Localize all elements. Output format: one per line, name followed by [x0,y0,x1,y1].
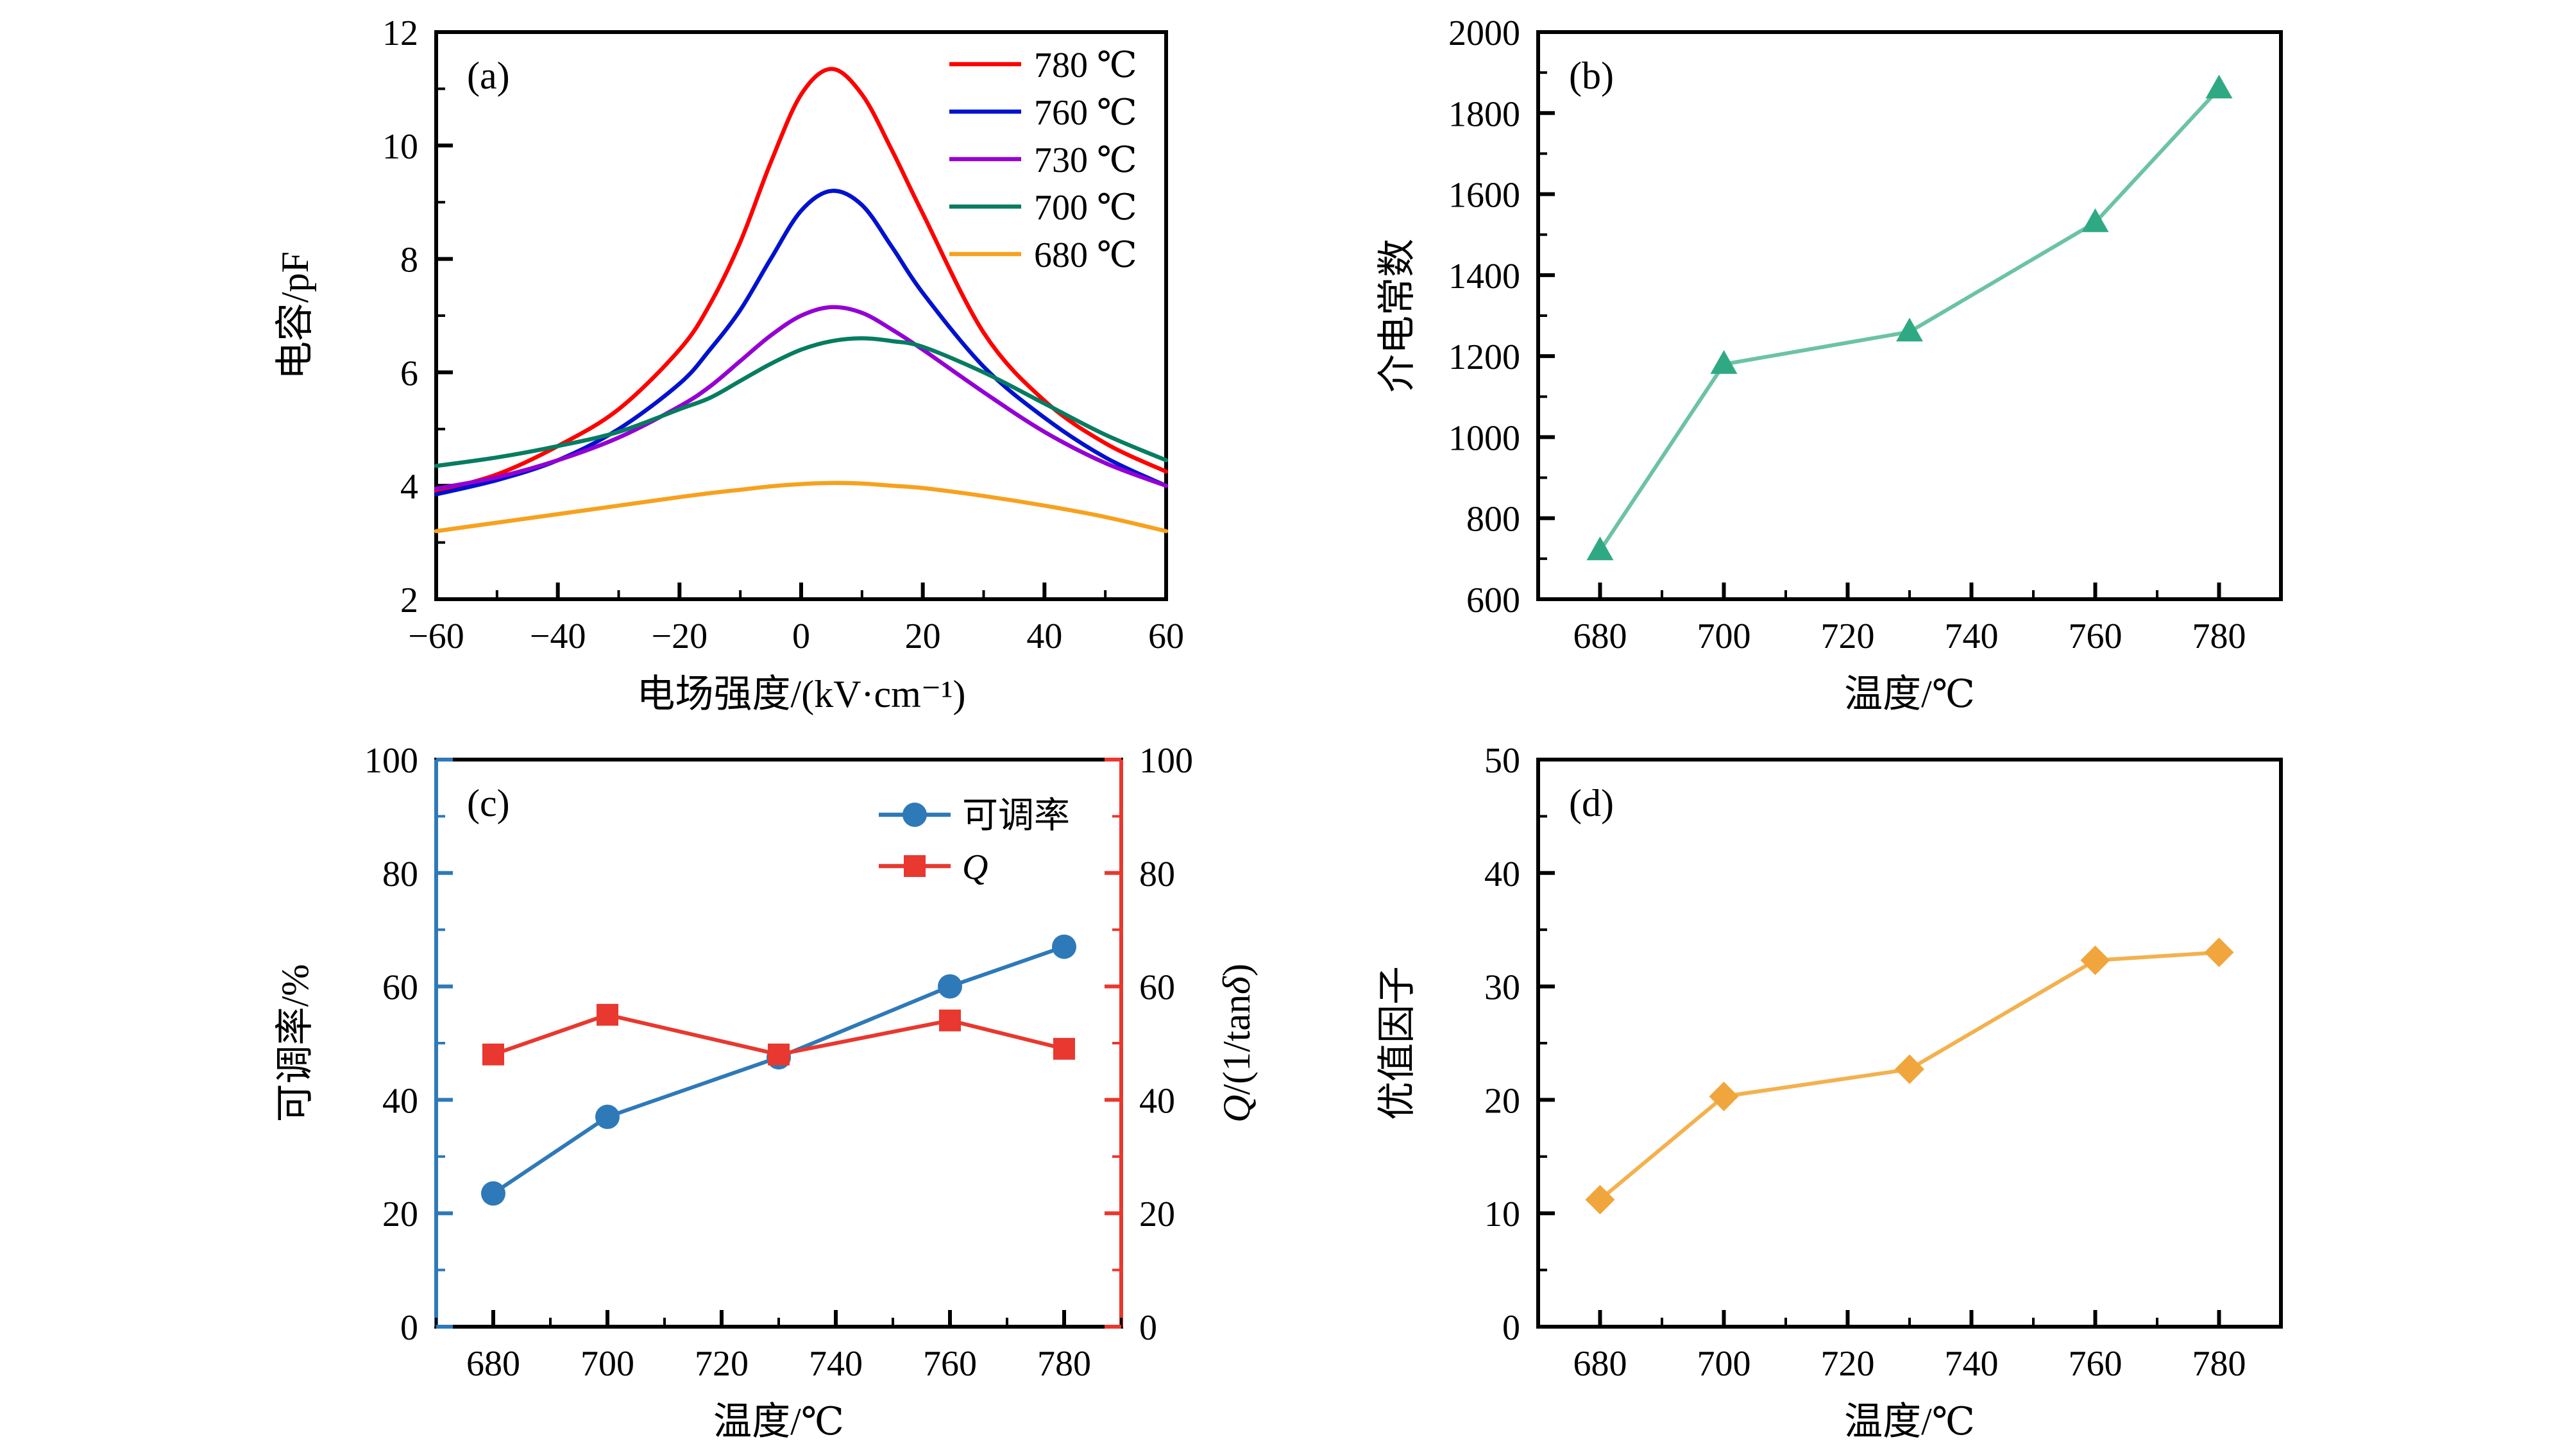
svg-text:780: 780 [1037,1344,1091,1384]
svg-text:8: 8 [400,241,418,280]
svg-text:40: 40 [382,1081,418,1121]
panel-c: 680 700 720 740 760 780 0 20 40 60 80 100 0 20 40 60 80 1… [0,728,1288,1455]
svg-text:Q: Q [962,847,988,887]
svg-text:60: 60 [382,968,418,1008]
svg-text:700: 700 [580,1344,634,1384]
svg-text:0: 0 [1502,1308,1520,1348]
svg-text:680: 680 [1573,617,1627,656]
svg-text:50: 50 [1484,741,1520,781]
svg-text:760: 760 [923,1344,977,1384]
svg-text:740: 740 [809,1344,863,1384]
svg-text:2000: 2000 [1448,13,1520,53]
svg-text:760: 760 [2069,617,2123,656]
svg-text:600: 600 [1466,581,1520,620]
svg-text:4: 4 [400,467,418,507]
svg-text:780: 780 [2192,617,2246,656]
svg-text:60: 60 [1148,617,1184,656]
svg-text:740: 740 [1945,617,1999,656]
svg-text:780 ℃: 780 ℃ [1034,46,1137,85]
svg-text:温度/℃: 温度/℃ [1844,1400,1975,1443]
svg-text:80: 80 [1139,855,1175,894]
svg-text:20: 20 [905,617,941,656]
figure-of-merit-chart: 680 700 720 740 760 780 0 10 20 30 40 50 温度/℃ 优值因子 (d) [1376,741,2283,1443]
svg-text:720: 720 [695,1344,749,1384]
svg-text:2: 2 [400,581,418,620]
svg-text:6: 6 [400,353,418,393]
svg-text:40: 40 [1484,855,1520,894]
svg-text:1000: 1000 [1448,418,1520,458]
svg-text:0: 0 [1139,1308,1157,1348]
svg-text:20: 20 [1484,1081,1520,1121]
panel-d: 680 700 720 740 760 780 0 10 20 30 40 50 温度/℃ 优值因子 (d) [1288,728,2576,1455]
svg-text:760 ℃: 760 ℃ [1034,93,1137,133]
svg-text:(d): (d) [1569,782,1614,824]
svg-text:80: 80 [382,855,418,894]
svg-text:1800: 1800 [1448,94,1520,134]
svg-text:700: 700 [1697,1344,1751,1384]
svg-text:1200: 1200 [1448,337,1520,377]
svg-text:10: 10 [382,127,418,167]
svg-text:720: 720 [1821,1344,1875,1384]
svg-text:−60: −60 [408,617,464,656]
svg-text:(b): (b) [1569,55,1614,97]
svg-text:电容/pF: 电容/pF [274,251,316,380]
svg-text:Q/(1/tanδ): Q/(1/tanδ) [1216,964,1258,1123]
svg-text:680: 680 [1573,1344,1627,1384]
svg-text:优值因子: 优值因子 [1376,966,1418,1120]
svg-text:100: 100 [364,741,418,781]
svg-text:−40: −40 [530,617,586,656]
dielectric-constant-chart: 680 700 720 740 760 780 600 800 1000 1200 1400 1600… [1376,13,2283,715]
svg-text:100: 100 [1139,741,1193,781]
svg-text:1600: 1600 [1448,176,1520,216]
svg-text:700: 700 [1697,617,1751,656]
svg-text:温度/℃: 温度/℃ [1844,673,1975,715]
svg-text:60: 60 [1139,968,1175,1008]
svg-text:(c): (c) [467,782,510,824]
svg-text:700 ℃: 700 ℃ [1034,188,1137,228]
svg-text:40: 40 [1026,617,1062,656]
svg-text:680 ℃: 680 ℃ [1034,235,1137,275]
capacitance-vs-field-chart: −60 −40 −20 0 20 40 60 2 4 6 8 10 12 电场强度/(kV·cm⁻¹) 电容… [274,13,1184,715]
svg-text:(a): (a) [467,55,510,97]
svg-text:1400: 1400 [1448,257,1520,296]
svg-text:0: 0 [400,1308,418,1348]
svg-text:−20: −20 [652,617,708,656]
svg-text:740: 740 [1945,1344,1999,1384]
svg-text:介电常数: 介电常数 [1376,239,1418,393]
svg-text:电场强度/(kV·cm⁻¹): 电场强度/(kV·cm⁻¹) [637,673,966,715]
svg-text:780: 780 [2192,1344,2246,1384]
svg-text:800: 800 [1466,500,1520,540]
tunability-q-chart: 680 700 720 740 760 780 0 20 40 60 80 100 0 20 40 60 80 1… [274,741,1258,1443]
svg-text:730 ℃: 730 ℃ [1034,140,1137,180]
svg-text:12: 12 [382,13,418,53]
svg-text:20: 20 [1139,1195,1175,1234]
svg-text:0: 0 [792,617,810,656]
svg-text:40: 40 [1139,1081,1175,1121]
svg-text:可调率: 可调率 [962,796,1070,836]
svg-text:可调率/%: 可调率/% [274,964,316,1123]
panel-a: −60 −40 −20 0 20 40 60 2 4 6 8 10 12 电场强度/(kV·cm⁻¹) 电容… [0,0,1288,728]
svg-text:20: 20 [382,1195,418,1234]
panel-b: 680 700 720 740 760 780 600 800 1000 1200 1400 1600… [1288,0,2576,728]
svg-text:温度/℃: 温度/℃ [713,1400,844,1443]
svg-text:680: 680 [466,1344,520,1384]
svg-text:10: 10 [1484,1195,1520,1234]
svg-text:30: 30 [1484,968,1520,1008]
svg-text:720: 720 [1821,617,1875,656]
svg-text:760: 760 [2069,1344,2123,1384]
